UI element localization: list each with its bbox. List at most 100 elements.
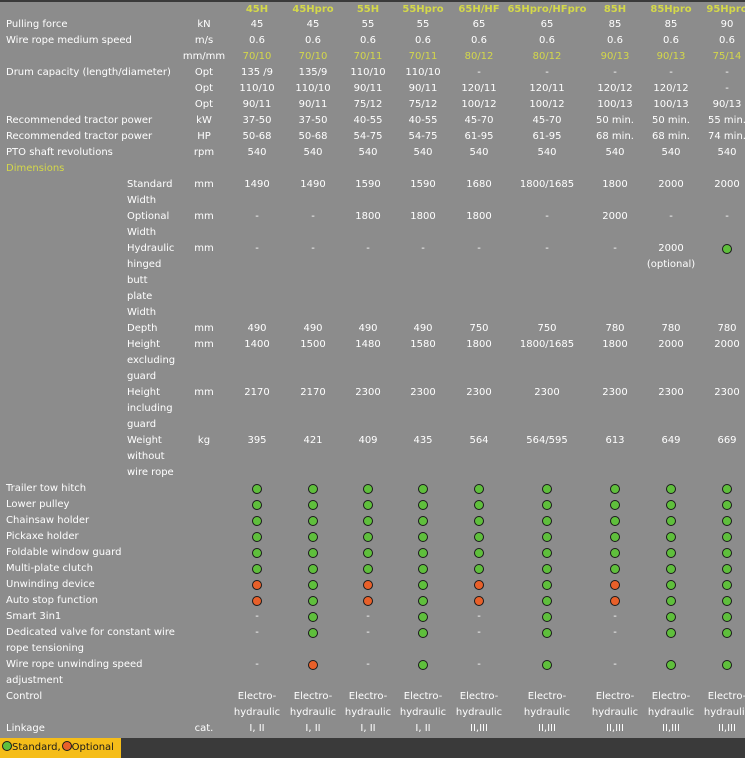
row-unit: Opt (194, 83, 214, 94)
cell-value: 2000 (714, 339, 740, 350)
cell-value: hydraulic (289, 707, 337, 718)
cell-value: - (477, 611, 481, 622)
standard-dot-icon (666, 596, 676, 606)
cell-value: 1800 (466, 211, 492, 222)
cell-value: hydraulic (344, 707, 392, 718)
cell-value: 70/10 (298, 51, 328, 62)
row-label: Lower pulley (6, 499, 70, 510)
standard-dot-icon (542, 516, 552, 526)
row-unit: kg (197, 435, 211, 446)
cell-value: 2000 (714, 179, 740, 190)
cell-value: - (255, 211, 259, 222)
cell-value: 2170 (244, 387, 270, 398)
standard-dot-icon (252, 564, 262, 574)
cell-value: hydraulic (591, 707, 639, 718)
cell-value: - (477, 659, 481, 670)
cell-value: 421 (303, 435, 323, 446)
cell-value: 61-95 (532, 131, 562, 142)
cell-value: - (366, 627, 370, 638)
cell-value: 1800 (355, 211, 381, 222)
cell-value: 490 (247, 323, 267, 334)
cell-value: 80/12 (532, 51, 562, 62)
model-header: 55Hpro (402, 4, 444, 15)
row-sublabel: wire rope (127, 467, 174, 478)
standard-dot-icon (610, 484, 620, 494)
cell-value: I, II (415, 723, 431, 734)
row-label: Chainsaw holder (6, 515, 90, 526)
optional-dot-icon (363, 596, 373, 606)
standard-dot-icon (610, 532, 620, 542)
row-unit: mm (194, 211, 214, 222)
standard-dot-icon (542, 580, 552, 590)
standard-dot-icon (542, 548, 552, 558)
standard-dot-icon (722, 612, 732, 622)
cell-value: 2000 (602, 211, 628, 222)
row-label: Recommended tractor power (6, 131, 153, 142)
model-header: 95Hpro (706, 4, 745, 15)
cell-value: 65 (540, 19, 554, 30)
cell-value: 669 (717, 435, 737, 446)
cell-value: 45 (250, 19, 264, 30)
standard-dot-icon (666, 628, 676, 638)
standard-dot-icon (308, 580, 318, 590)
standard-dot-icon (542, 596, 552, 606)
model-header: 55H (356, 4, 380, 15)
cell-value: hydraulic (703, 707, 745, 718)
row-label: Foldable window guard (6, 547, 122, 558)
cell-value: 1800 (602, 339, 628, 350)
standard-dot-icon (252, 516, 262, 526)
cell-value: 100/13 (597, 99, 633, 110)
cell-value: 2170 (300, 387, 326, 398)
cell-value: 45 (306, 19, 320, 30)
legend-bar (0, 738, 745, 758)
cell-value: 70/11 (408, 51, 438, 62)
cell-value: 564 (469, 435, 489, 446)
row-label: Control (6, 691, 43, 702)
standard-dot-icon (666, 564, 676, 574)
cell-value: 613 (605, 435, 625, 446)
standard-dot-icon (418, 532, 428, 542)
cell-value: 2000 (658, 179, 684, 190)
row-label: Recommended tractor power (6, 115, 153, 126)
cell-value: 90/13 (712, 99, 742, 110)
cell-value: 90/11 (298, 99, 328, 110)
standard-dot-icon (252, 500, 262, 510)
cell-value: 540 (413, 147, 433, 158)
cell-value: 100/13 (653, 99, 689, 110)
cell-value: 45-70 (464, 115, 494, 126)
row-sublabel: Standard (127, 179, 173, 190)
legend-standard-label: Standard, (12, 742, 61, 753)
standard-dot-icon (542, 612, 552, 622)
cell-value: 135 /9 (241, 67, 273, 78)
row-label: Multi-plate clutch (6, 563, 93, 574)
cell-value: - (669, 211, 673, 222)
cell-value: 75/12 (353, 99, 383, 110)
standard-dot-icon (418, 612, 428, 622)
cell-value: 2300 (410, 387, 436, 398)
cell-value: Electro- (293, 691, 333, 702)
legend: Standard, Optional (0, 738, 121, 758)
cell-value: - (725, 83, 729, 94)
cell-value: II,III (718, 723, 736, 734)
standard-dot-icon (252, 484, 262, 494)
standard-dot-icon (308, 564, 318, 574)
cell-value: 0.6 (663, 35, 679, 46)
cell-value: 2300 (534, 387, 560, 398)
cell-value: 90/11 (353, 83, 383, 94)
cell-value: 55 (361, 19, 375, 30)
standard-dot-icon (418, 628, 428, 638)
standard-dot-icon (363, 532, 373, 542)
cell-value: - (477, 627, 481, 638)
cell-value: 110/10 (350, 67, 386, 78)
cell-value: 50 min. (596, 115, 634, 126)
standard-dot-icon (542, 532, 552, 542)
cell-value: 540 (661, 147, 681, 158)
cell-value: 750 (469, 323, 489, 334)
cell-value: 780 (605, 323, 625, 334)
cell-value: - (366, 659, 370, 670)
cell-value: hydraulic (233, 707, 281, 718)
standard-dot-icon (474, 500, 484, 510)
cell-value: 68 min. (596, 131, 634, 142)
cell-value: - (545, 211, 549, 222)
standard-dot-icon (252, 532, 262, 542)
